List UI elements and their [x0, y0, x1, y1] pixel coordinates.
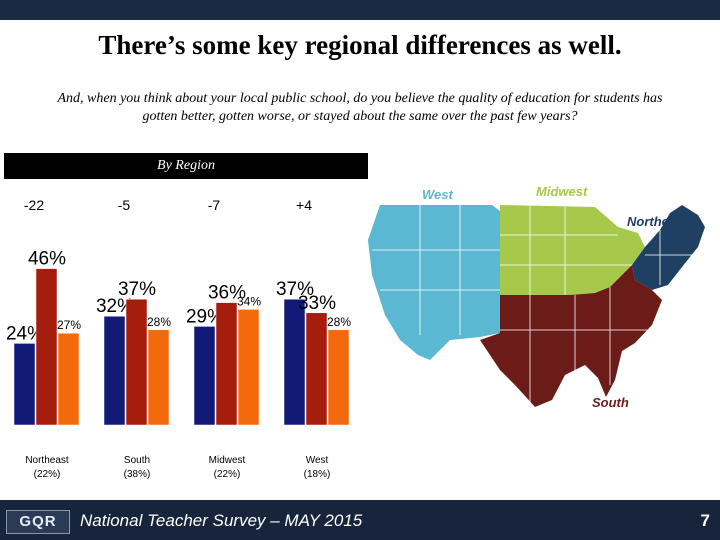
northeast-group-share: (22%) [34, 469, 61, 480]
survey-question: And, when you think about your local pub… [57, 91, 663, 124]
west-group-share: (18%) [304, 469, 331, 480]
south-net-score: -5 [118, 197, 131, 213]
west-bar-w [305, 312, 328, 426]
west-bar-s [327, 329, 350, 426]
west-group-label: West [306, 455, 329, 466]
northeast-series-tick-w: W [41, 429, 53, 443]
northeast-bar-b [13, 343, 36, 426]
west-bar-b [283, 298, 306, 426]
map-regions [368, 205, 705, 407]
south-value-label-b: 32% [96, 296, 134, 317]
us-region-map: West Midwest Northeast South [368, 184, 705, 410]
west-series-tick-s: S [335, 429, 343, 443]
midwest-bar-b [193, 326, 216, 426]
northeast-label: Northeast [627, 214, 688, 229]
midwest-net-score: -7 [208, 197, 221, 213]
midwest-group-share: (22%) [214, 469, 241, 480]
midwest-label: Midwest [536, 184, 588, 199]
west-value-label-b: 37% [276, 279, 314, 300]
west-label: West [422, 187, 453, 202]
northeast-bar-s [57, 332, 80, 426]
south-bar-b [103, 315, 126, 426]
south-region [480, 265, 662, 407]
midwest-value-label-b: 29% [186, 306, 224, 327]
state-borders [372, 205, 700, 405]
northeast-value-label-s: 27% [57, 318, 81, 332]
northeast-net-score: -22 [24, 197, 44, 213]
south-series-tick-s: S [155, 429, 163, 443]
midwest-bar-w [215, 302, 238, 426]
footer-bar: GQR National Teacher Survey – MAY 2015 7 [0, 500, 720, 540]
midwest-series-tick-b: B [201, 429, 209, 443]
midwest-value-label-s: 34% [237, 294, 261, 308]
northeast-series-tick-b: B [21, 429, 29, 443]
gqr-logo: GQR [6, 510, 70, 534]
south-label: South [592, 395, 629, 410]
south-value-label-s: 28% [147, 315, 171, 329]
northeast-value-label-b: 24% [6, 323, 44, 344]
midwest-bar-s [237, 309, 260, 426]
west-series-tick-w: W [311, 429, 323, 443]
west-region [368, 205, 500, 360]
page-title: There’s some key regional differences as… [98, 30, 622, 60]
midwest-region [500, 205, 645, 295]
south-series-tick-w: W [131, 429, 143, 443]
west-series-tick-b: B [291, 429, 299, 443]
south-series-tick-b: B [111, 429, 119, 443]
midwest-group-label: Midwest [209, 455, 246, 466]
midwest-value-label-w: 36% [208, 283, 246, 304]
midwest-series-tick-w: W [221, 429, 233, 443]
west-value-label-w: 33% [298, 293, 336, 314]
regional-bar-chart: -22 24% B 46% W 27% S Northeast (22%) -5 32% B 37% W 2… [6, 197, 351, 480]
south-group-label: South [124, 455, 150, 466]
northeast-group-label: Northeast [25, 455, 69, 466]
region-banner: By Region [4, 153, 368, 179]
west-value-label-s: 28% [327, 315, 351, 329]
page-number: 7 [700, 511, 710, 530]
top-bar [0, 0, 720, 20]
south-bar-s [147, 329, 170, 426]
northeast-bar-w [35, 268, 58, 426]
footer-survey-title: National Teacher Survey – MAY 2015 [80, 511, 363, 530]
south-bar-w [125, 298, 148, 426]
northeast-value-label-w: 46% [28, 249, 66, 270]
west-net-score: +4 [296, 197, 312, 213]
south-value-label-w: 37% [118, 279, 156, 300]
south-group-share: (38%) [124, 469, 151, 480]
midwest-series-tick-s: S [245, 429, 253, 443]
northeast-series-tick-s: S [65, 429, 73, 443]
northeast-region [632, 205, 705, 290]
